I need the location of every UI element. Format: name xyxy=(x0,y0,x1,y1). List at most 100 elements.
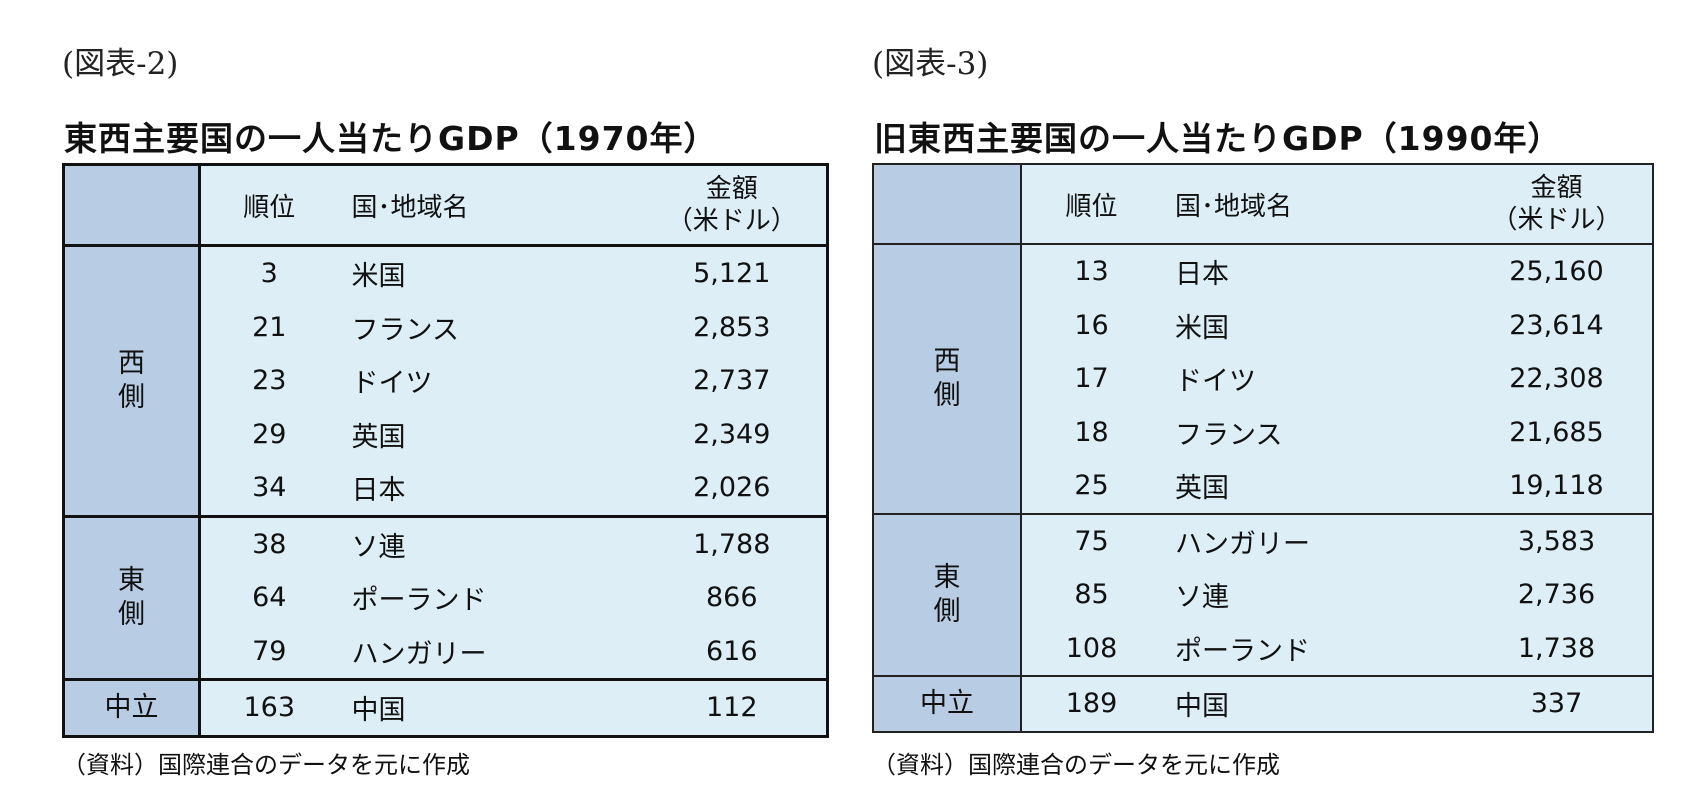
amount-cell: 5,121 xyxy=(693,258,771,290)
country-header: 国･地域名 xyxy=(337,164,638,247)
country-cell: 英国 xyxy=(1175,473,1229,505)
header-corner-cell xyxy=(63,164,201,247)
table-row: 21 フランス 2,853 xyxy=(64,301,828,355)
amount-header: 金額 （米ドル） xyxy=(1461,164,1653,245)
rank-cell: 18 xyxy=(1074,416,1109,448)
amount-cell: 22,308 xyxy=(1509,363,1604,395)
rank-cell: 16 xyxy=(1074,309,1109,341)
table-row: 23 ドイツ 2,737 xyxy=(64,354,828,408)
rank-cell: 163 xyxy=(199,678,338,736)
rank-cell: 17 xyxy=(1074,363,1109,395)
rank-cell: 64 xyxy=(252,582,287,614)
gdp-table-1990: 順位 国･地域名 金額 （米ドル） 西側 13 日本 25,160 16 米国 … xyxy=(872,163,1654,733)
group-label-neutral: 中立 xyxy=(63,678,201,736)
amount-cell: 2,736 xyxy=(1517,579,1596,611)
amount-cell: 2,349 xyxy=(693,418,771,450)
table-row: 18 フランス 21,685 xyxy=(873,406,1653,460)
rank-cell: 25 xyxy=(1074,470,1109,502)
table-row: 25 英国 19,118 xyxy=(873,459,1653,514)
rank-cell: 13 xyxy=(1074,256,1109,288)
amount-cell: 19,118 xyxy=(1509,470,1604,502)
table-row: 64 ポーランド 866 xyxy=(64,571,828,625)
amount-cell: 2,853 xyxy=(693,311,771,343)
table-row: 西側 3 米国 5,121 xyxy=(63,245,828,516)
country-cell: 中国 xyxy=(1161,675,1461,732)
rank-cell: 21 xyxy=(252,311,287,343)
table-row: 西側 13 日本 25,160 xyxy=(873,244,1653,514)
amount-cell: 23,614 xyxy=(1509,309,1604,341)
table-row: 中立 163 中国 112 xyxy=(63,678,828,736)
amount-cell: 25,160 xyxy=(1509,256,1604,288)
amount-cell: 1,788 xyxy=(637,514,828,571)
country-cell: ソ連 xyxy=(337,514,638,571)
country-cell: ポーランド xyxy=(1175,635,1310,667)
rank-cell: 79 xyxy=(252,635,287,667)
rank-header: 順位 xyxy=(199,164,338,247)
amount-cell: 2,026 xyxy=(693,472,771,504)
table-row: 16 米国 23,614 xyxy=(873,299,1653,353)
amount-cell: 112 xyxy=(637,678,828,736)
rank-cell: 29 xyxy=(252,418,287,450)
amount-cell: 1,738 xyxy=(1517,632,1596,664)
country-cell: 中国 xyxy=(337,678,638,736)
amount-cell: 21,685 xyxy=(1509,416,1604,448)
rank-cell: 75 xyxy=(1021,512,1161,568)
source-note: （資料）国際連合のデータを元に作成 xyxy=(62,751,470,779)
table-title: 東西主要国の一人当たりGDP（1970年） xyxy=(64,119,718,158)
amount-cell: 866 xyxy=(705,582,758,614)
amount-cell: 3,583 xyxy=(1461,512,1653,568)
country-cell: ポーランド xyxy=(351,585,487,617)
country-cell: 米国 xyxy=(1175,312,1229,344)
table-row: 東側 75 ハンガリー 3,583 xyxy=(873,512,1653,676)
table-header-row: 順位 国･地域名 金額 （米ドル） xyxy=(873,164,1653,245)
table-header-row: 順位 国･地域名 金額 （米ドル） xyxy=(63,164,828,247)
group-label-east: 東側 xyxy=(63,514,201,680)
rank-cell: 23 xyxy=(252,365,287,397)
amount-header-line2: （米ドル） xyxy=(666,206,797,236)
table-row: 中立 189 中国 337 xyxy=(873,675,1653,732)
country-cell: 米国 xyxy=(351,261,406,293)
rank-cell: 189 xyxy=(1021,675,1161,732)
amount-header: 金額 （米ドル） xyxy=(637,164,828,247)
table-row: 17 ドイツ 22,308 xyxy=(873,352,1653,406)
amount-header-line1: 金額 xyxy=(1530,173,1583,203)
amount-header-line2: （米ドル） xyxy=(1491,205,1622,235)
gdp-table-1970: 順位 国･地域名 金額 （米ドル） 西側 3 米国 5,121 21 フランス … xyxy=(62,163,829,738)
country-cell: 英国 xyxy=(351,421,406,453)
country-header: 国･地域名 xyxy=(1161,164,1461,245)
rank-cell: 108 xyxy=(1065,632,1118,664)
table-row: 東側 38 ソ連 1,788 xyxy=(63,514,828,680)
group-label-neutral: 中立 xyxy=(873,675,1022,732)
country-cell: ソ連 xyxy=(1175,582,1229,614)
country-cell: ハンガリー xyxy=(351,638,487,670)
figure-label: (図表-3) xyxy=(872,46,989,82)
country-cell: ドイツ xyxy=(351,368,433,400)
group-label-east: 東側 xyxy=(873,512,1022,676)
rank-cell: 38 xyxy=(199,514,338,571)
table-row: 34 日本 2,026 xyxy=(64,461,828,516)
country-cell: 日本 xyxy=(1175,259,1229,291)
amount-header-line1: 金額 xyxy=(705,174,758,204)
figure-label: (図表-2) xyxy=(62,46,179,82)
country-cell: フランス xyxy=(1175,419,1283,451)
country-cell: ドイツ xyxy=(1175,366,1256,398)
header-corner-cell xyxy=(873,164,1022,245)
rank-header: 順位 xyxy=(1021,164,1161,245)
amount-cell: 2,737 xyxy=(693,365,771,397)
table-row: 85 ソ連 2,736 xyxy=(873,568,1653,622)
table-row: 108 ポーランド 1,738 xyxy=(873,622,1653,677)
rank-cell: 85 xyxy=(1074,579,1109,611)
rank-cell: 3 xyxy=(260,258,278,290)
table-title: 旧東西主要国の一人当たりGDP（1990年） xyxy=(874,119,1562,158)
amount-cell: 337 xyxy=(1461,675,1653,732)
table-row: 29 英国 2,349 xyxy=(64,408,828,462)
rank-cell: 34 xyxy=(252,472,287,504)
amount-cell: 616 xyxy=(705,635,758,667)
group-label-west: 西側 xyxy=(63,245,201,516)
table-row: 79 ハンガリー 616 xyxy=(64,625,828,680)
source-note: （資料）国際連合のデータを元に作成 xyxy=(872,751,1280,779)
country-cell: ハンガリー xyxy=(1161,512,1461,568)
country-cell: 日本 xyxy=(351,475,406,507)
country-cell: フランス xyxy=(351,314,459,346)
group-label-west: 西側 xyxy=(873,244,1022,514)
